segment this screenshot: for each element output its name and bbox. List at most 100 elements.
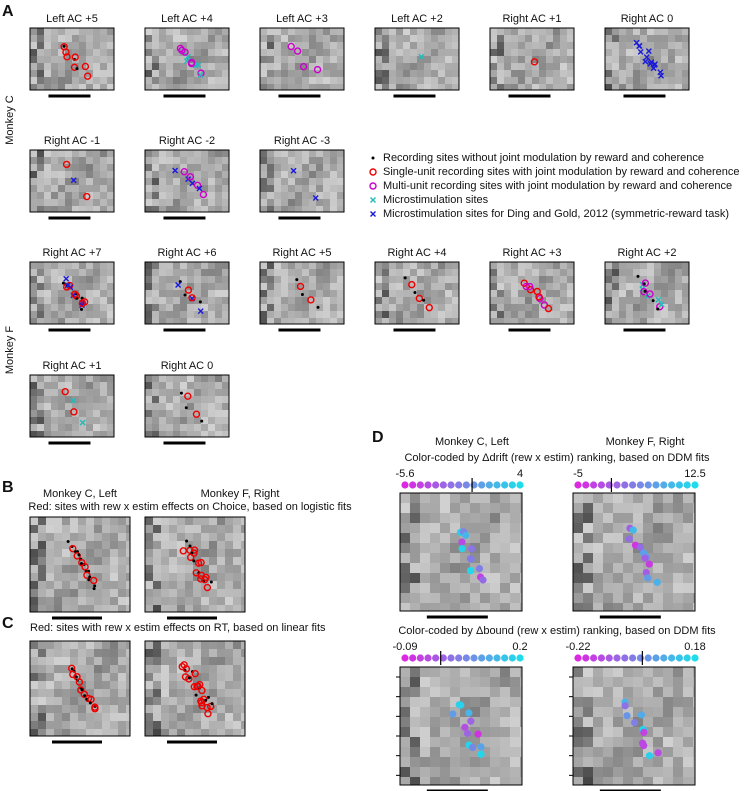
- pixel: [417, 49, 424, 56]
- ding-gold-site: [643, 54, 650, 61]
- mri-slice: [144, 640, 246, 744]
- pixel: [274, 199, 281, 206]
- colorbar-max: 4: [517, 468, 523, 480]
- pixel: [65, 84, 72, 90]
- pixel: [107, 56, 114, 63]
- pixel: [30, 396, 37, 403]
- pixel: [193, 649, 201, 657]
- pixel: [180, 178, 187, 185]
- pixel: [267, 311, 274, 318]
- pixel: [382, 56, 389, 63]
- pixel: [546, 35, 553, 42]
- pixel: [110, 689, 118, 697]
- pixel: [553, 290, 560, 297]
- pixel: [445, 269, 452, 276]
- pixel: [612, 49, 619, 56]
- pixel: [201, 431, 208, 437]
- panel-letter: A: [2, 3, 14, 20]
- pixel: [281, 42, 288, 49]
- pixel: [201, 269, 208, 276]
- pixel: [194, 290, 201, 297]
- pixel: [295, 192, 302, 199]
- mri-slice: [29, 640, 131, 744]
- pixel: [452, 84, 459, 90]
- pixel: [201, 185, 208, 192]
- pixel: [663, 593, 673, 603]
- pixel: [520, 727, 522, 737]
- pixel: [215, 276, 222, 283]
- pixel: [208, 150, 215, 157]
- pixel: [633, 767, 643, 777]
- pixel: [654, 311, 661, 318]
- pixel: [546, 318, 553, 324]
- pixel: [201, 605, 209, 612]
- mri-slice: [144, 149, 230, 220]
- pixel: [222, 70, 229, 77]
- pixel: [593, 573, 603, 583]
- pixel: [187, 262, 194, 269]
- pixel: [553, 42, 560, 49]
- pixel: [225, 729, 233, 736]
- pixel: [78, 557, 86, 565]
- pixel: [440, 757, 450, 767]
- pixel: [233, 573, 241, 581]
- pixel: [185, 517, 193, 525]
- pixel: [145, 70, 152, 77]
- pixel: [643, 503, 653, 513]
- pixel: [58, 389, 65, 396]
- pixel: [65, 199, 72, 206]
- pixel: [51, 276, 58, 283]
- pixel: [260, 199, 267, 206]
- pixel: [288, 192, 295, 199]
- pixel: [420, 513, 430, 523]
- pixel: [187, 304, 194, 311]
- pixel: [593, 717, 603, 727]
- pixel: [682, 283, 689, 290]
- pixel: [159, 199, 166, 206]
- pixel: [110, 713, 118, 721]
- pixel: [316, 290, 323, 297]
- multi-unit-site: [287, 42, 295, 51]
- pixel: [30, 304, 37, 311]
- pixel: [209, 549, 217, 557]
- recording-site: [79, 307, 83, 311]
- pixel: [520, 667, 522, 677]
- pixel: [281, 269, 288, 276]
- pixel: [497, 49, 504, 56]
- pixel: [480, 687, 490, 697]
- pixel: [640, 276, 647, 283]
- pixel: [70, 729, 78, 736]
- pixel: [683, 737, 693, 747]
- pixel: [100, 297, 107, 304]
- pixel: [267, 178, 274, 185]
- pixel: [440, 717, 450, 727]
- slice-title: Left AC +2: [391, 13, 443, 25]
- pixel: [118, 705, 126, 713]
- pixel: [30, 697, 38, 705]
- pixel: [653, 493, 663, 503]
- pixel: [583, 583, 593, 593]
- pixel: [613, 717, 623, 727]
- pixel: [281, 157, 288, 164]
- pixel: [46, 713, 54, 721]
- pixel: [520, 767, 522, 777]
- pixel: [107, 206, 114, 212]
- pixel: [460, 767, 470, 777]
- pixel: [661, 297, 668, 304]
- pixel: [539, 318, 546, 324]
- pixel: [51, 206, 58, 212]
- pixel: [267, 56, 274, 63]
- pixel: [100, 262, 107, 269]
- pixel: [86, 283, 93, 290]
- pixel: [51, 297, 58, 304]
- pixel: [161, 641, 169, 649]
- pixel: [79, 382, 86, 389]
- pixel: [107, 42, 114, 49]
- pixel: [145, 382, 152, 389]
- pixel: [470, 767, 480, 777]
- pixel: [440, 553, 450, 563]
- pixel: [640, 77, 647, 84]
- pixel: [623, 677, 633, 687]
- pixel: [330, 311, 337, 318]
- pixel: [145, 641, 153, 649]
